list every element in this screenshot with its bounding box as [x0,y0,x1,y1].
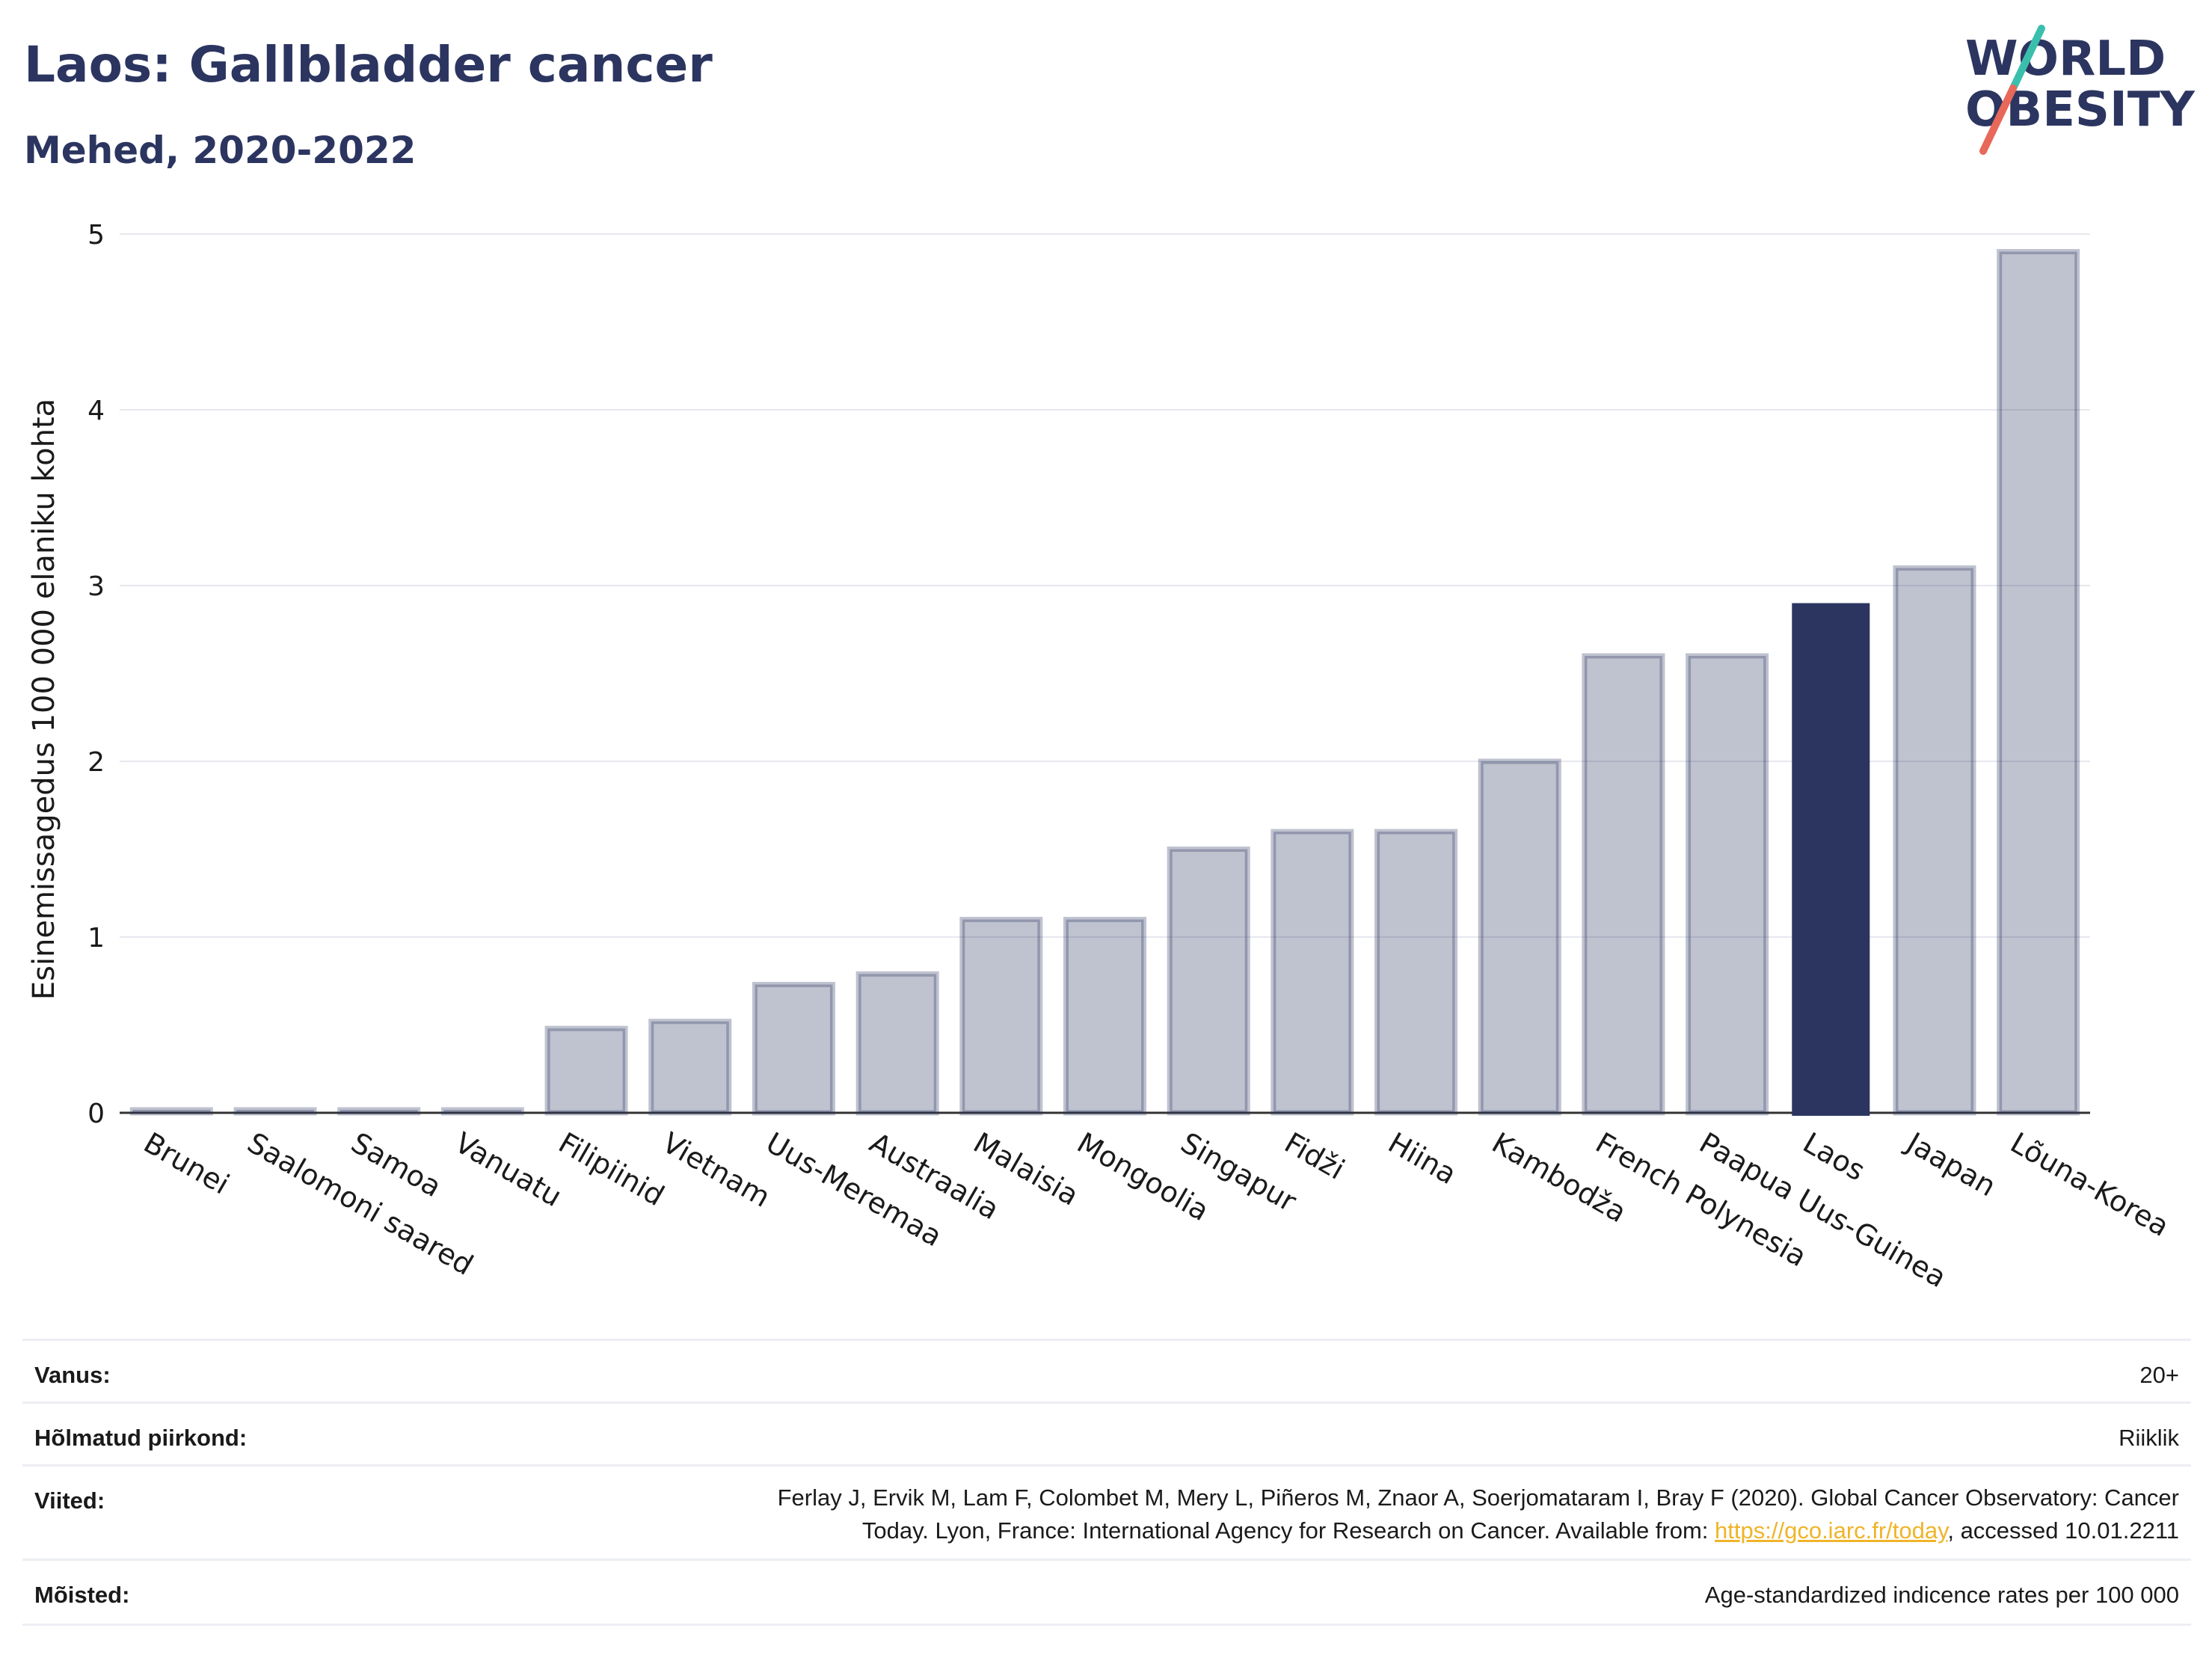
x-tick-label: Fidži [1279,1126,1350,1186]
reference-link[interactable]: https://gco.iarc.fr/today [1715,1517,1948,1544]
bar-jaapan [1893,565,1976,1116]
x-tick-label: Vanuatu [449,1126,568,1213]
meta-value: Ferlay J, Ervik M, Lam F, Colombet M, Me… [778,1481,2179,1547]
meta-row-region: Hõlmatud piirkond: Riiklik [22,1401,2191,1467]
reference-line-2: Today. Lyon, France: International Agenc… [861,1517,2179,1544]
x-tick-label: Uus-Meremaa [761,1126,947,1253]
bar-samoa [337,1107,421,1116]
x-tick-label: Lõuna-Korea [2005,1126,2175,1243]
bar-l-una-korea [1997,249,2080,1116]
bar-saalomoni-saared [233,1107,317,1116]
meta-row-definitions: Mõisted: Age-standardized indicence rate… [22,1559,2191,1626]
grid-lines [120,233,2090,1114]
bar-austraalia [855,971,939,1116]
logo-slash-teal [2009,25,2045,92]
x-tick-label: Filipiinid [553,1126,670,1212]
meta-value: 20+ [2139,1362,2179,1388]
logo-line1: WORLD [1965,31,2166,87]
x-tick-label: Hiina [1383,1126,1462,1191]
y-tick-label: 4 [87,396,105,426]
bar-french-polynesia [1582,653,1665,1116]
meta-label: Hõlmatud piirkond: [34,1425,248,1451]
bar-brunei [129,1107,213,1116]
bar-filipiinid [544,1025,628,1116]
x-tick-label: Vietnam [657,1126,775,1214]
y-tick-label: 2 [87,747,105,778]
x-tick-label: Jaapan [1900,1126,2002,1203]
meta-value: Age-standardized indicence rates per 100… [1704,1582,2179,1608]
bar-paapua-uus-guinea [1686,653,1769,1116]
y-tick-labels: 0 1 2 3 4 5 [87,220,105,1129]
chart-title: Laos: Gallbladder cancer [24,36,713,93]
bar-fid-i [1271,829,1354,1116]
bar-hiina [1374,829,1458,1116]
bar-vietnam [648,1019,732,1116]
y-tick-label: 0 [87,1099,105,1129]
x-tick-label: Brunei [138,1126,235,1201]
bars [129,249,2080,1116]
meta-row-references: Viited: Ferlay J, Ervik M, Lam F, Colomb… [22,1464,2191,1561]
logo-slash-coral [1979,85,2017,155]
bar-malaisia [959,917,1043,1116]
bar-laos [1792,603,1870,1116]
bar-vanuatu [440,1107,524,1116]
chart-subtitle: Mehed, 2020-2022 [24,129,417,172]
meta-label: Vanus: [34,1362,111,1388]
bar-singapur [1167,847,1250,1116]
meta-value: Riiklik [2119,1425,2179,1451]
bar-kambod-a [1478,758,1561,1116]
x-tick-label: Laos [1798,1126,1871,1188]
bar-uus-meremaa [752,981,835,1116]
y-tick-label: 1 [87,923,105,954]
meta-label: Viited: [34,1487,105,1514]
reference-line-1: Ferlay J, Ervik M, Lam F, Colombet M, Me… [777,1484,2179,1511]
world-obesity-logo: WORLD OBESITY [1965,25,2195,155]
y-tick-label: 5 [87,220,105,251]
meta-row-age: Vanus: 20+ [22,1339,2191,1404]
y-tick-label: 3 [87,571,105,602]
y-axis-label: Esinemissagedus 100 000 elaniku kohta [27,399,61,1000]
meta-label: Mõisted: [34,1582,130,1608]
bar-mongoolia [1063,917,1147,1116]
